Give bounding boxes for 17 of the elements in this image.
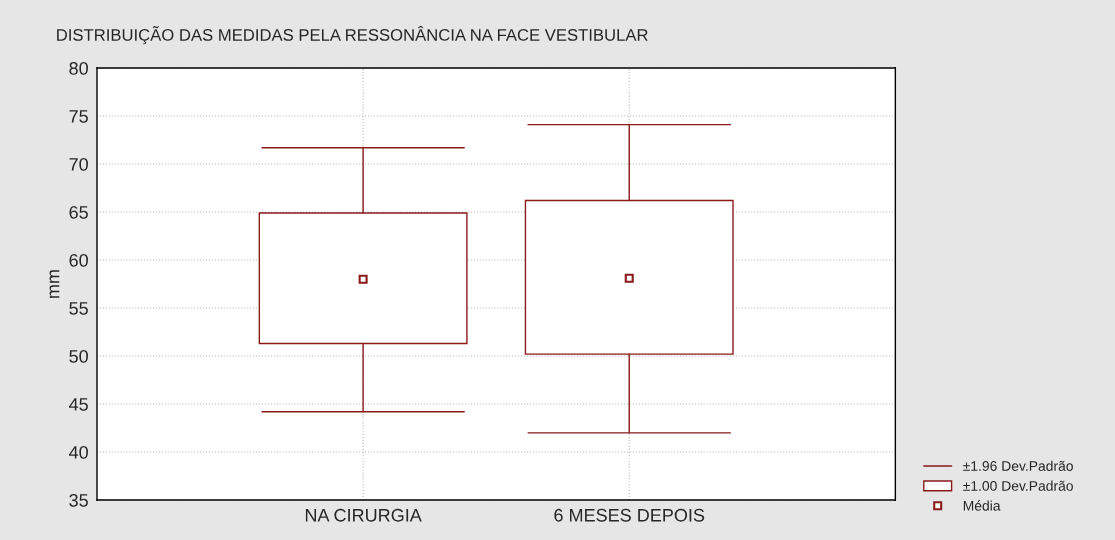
- y-tick-label: 35: [69, 493, 88, 507]
- chart-title: DISTRIBUIÇÃO DAS MEDIDAS PELA RESSONÂNCIA NA FACE VESTIBULAR: [57, 26, 648, 45]
- y-tick-label: 80: [69, 61, 88, 75]
- x-tick-label: NA CIRURGIA: [305, 508, 422, 522]
- y-axis-title: mm: [49, 270, 60, 298]
- x-tick-label: 6 MESES DEPOIS: [554, 508, 705, 522]
- text: ±1.00 Dev.Padrão: [963, 480, 1073, 491]
- y-tick-label: 75: [69, 110, 88, 123]
- y-tick-label: 60: [69, 253, 88, 267]
- y-tick-label: 70: [69, 157, 88, 171]
- y-tick-label: 55: [69, 302, 88, 315]
- y-tick-label: 45: [69, 398, 88, 411]
- text: Média: [963, 500, 1001, 511]
- y-tick-label: 40: [69, 445, 88, 459]
- y-tick-label: 50: [69, 349, 88, 363]
- text: ±1.96 Dev.Padrão: [963, 460, 1073, 471]
- y-tick-label: 65: [69, 205, 88, 219]
